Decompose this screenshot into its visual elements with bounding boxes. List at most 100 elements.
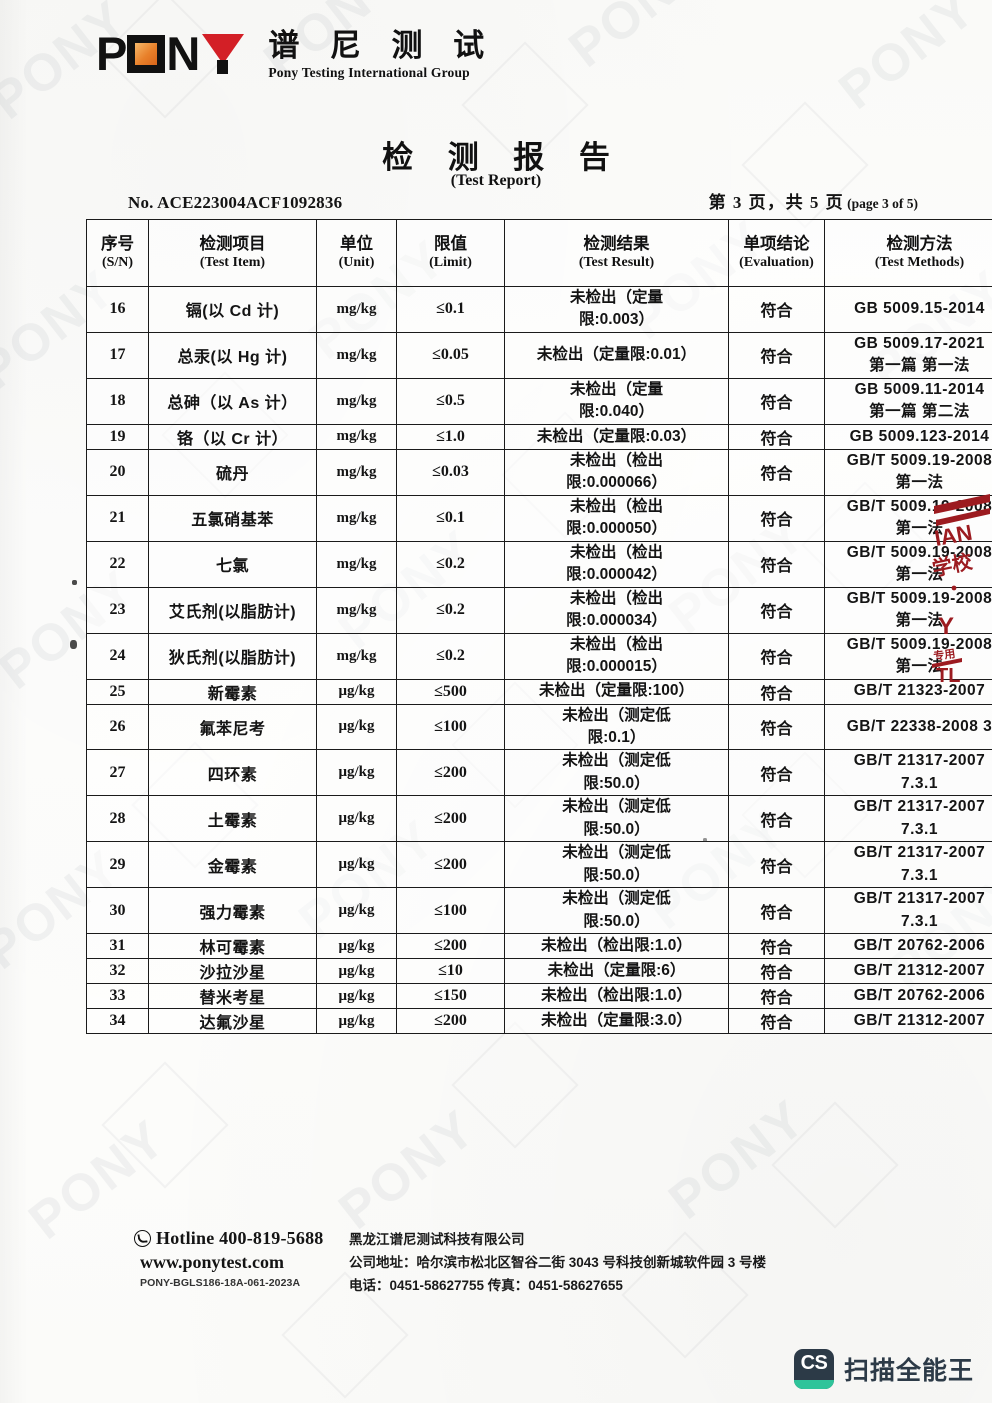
cell-sn: 28 xyxy=(86,795,149,843)
cell-item: 新霉素 xyxy=(148,678,317,705)
hotline-text: Hotline 400-819-5688 xyxy=(156,1228,324,1248)
column-header-result-cn: 检测结果 xyxy=(583,234,650,253)
cell-limit: ≤10 xyxy=(396,958,505,985)
cell-evaluation: 符合 xyxy=(728,933,825,960)
report-number: No. ACE223004ACF1092836 xyxy=(128,193,343,212)
cell-result: 未检出（测定低 限:50.0） xyxy=(504,749,729,797)
cell-item: 替米考星 xyxy=(148,983,317,1010)
cell-method-line1: GB/T 20762-2006 xyxy=(853,986,986,1004)
cell-method-line1: GB/T 21312-2007 xyxy=(853,1011,986,1029)
cell-unit: μg/kg xyxy=(316,887,397,935)
cell-result: 未检出（测定低 限:50.0） xyxy=(504,795,729,843)
cell-evaluation: 符合 xyxy=(728,703,825,751)
cell-method: GB/T 21317-2007 7.3.1 xyxy=(824,795,992,843)
cell-item: 总砷（以 As 计） xyxy=(148,377,317,425)
cell-result-line1: 未检出（测定低 xyxy=(562,798,671,816)
cell-result: 未检出（测定低 限:0.1） xyxy=(504,703,729,751)
cell-result-line2: 限:0.040） xyxy=(579,403,654,421)
table-header-row: 序号 (S/N) 检测项目 (Test Item) 单位 (Unit) 限值 (… xyxy=(86,219,992,287)
cell-evaluation: 符合 xyxy=(728,678,825,705)
column-header-unit: 单位 (Unit) xyxy=(316,219,397,287)
website-link[interactable]: www.ponytest.com xyxy=(140,1252,284,1272)
table-row: 32 沙拉沙星 μg/kg ≤10 未检出（定量限:6） 符合 GB/T 21312-200… xyxy=(86,958,992,985)
table-row: 16 镉(以 Cd 计) mg/kg ≤0.1 未检出（定量 限:0.003） 符合 GB 5… xyxy=(86,286,992,333)
cell-sn: 29 xyxy=(86,841,149,889)
cell-result: 未检出（检出 限:0.000066） xyxy=(504,448,729,496)
cell-method: GB/T 5009.19-2008 第一法 xyxy=(824,632,992,680)
document-code: PONY-BGLS186-18A-061-2023A xyxy=(140,1277,301,1289)
cell-limit: ≤150 xyxy=(396,983,505,1010)
cell-result: 未检出（定量限:0.03） xyxy=(504,423,729,450)
cell-result-line1: 未检出（检出限:1.0） xyxy=(541,986,692,1004)
cell-item: 总汞(以 Hg 计) xyxy=(148,331,317,379)
cell-result-line1: 未检出（检出 xyxy=(569,589,663,607)
column-header-method-en: (Test Methods) xyxy=(874,255,965,271)
page-indicator: 第 3 页，共 5 页 (page 3 of 5) xyxy=(709,188,918,213)
cell-method-line2: 7.3.1 xyxy=(901,866,938,884)
cell-result-line1: 未检出（定量 xyxy=(569,289,663,306)
pony-logo-square-icon xyxy=(127,34,166,73)
cell-item: 氟苯尼考 xyxy=(148,703,317,751)
scan-artifact xyxy=(703,838,707,842)
pony-wordmark-icon: P N xyxy=(96,30,246,77)
cell-method-line2: 7.3.1 xyxy=(901,774,938,792)
cell-sn: 23 xyxy=(86,586,149,634)
cell-result-line1: 未检出（测定低 xyxy=(562,890,671,908)
table-row: 17 总汞(以 Hg 计) mg/kg ≤0.05 未检出（定量限:0.01） 符合 GB … xyxy=(86,331,992,379)
cell-result-line1: 未检出（测定低 xyxy=(562,752,671,770)
column-header-result-en: (Test Result) xyxy=(578,255,655,271)
column-header-unit-cn: 单位 xyxy=(340,234,373,253)
cell-item: 五氯硝基苯 xyxy=(148,494,317,542)
cell-item: 硫丹 xyxy=(148,448,317,496)
cell-method: GB/T 21323-2007 xyxy=(824,678,992,705)
table-row: 23 艾氏剂(以脂肪计) mg/kg ≤0.2 未检出（检出 限:0.000034） 符合 G… xyxy=(86,586,992,634)
cell-result-line1: 未检出（定量限:0.03） xyxy=(536,427,697,445)
cell-method: GB/T 21317-2007 7.3.1 xyxy=(824,749,992,797)
column-header-item: 检测项目 (Test Item) xyxy=(148,219,317,287)
cell-result-line1: 未检出（定量 xyxy=(569,380,663,398)
phone-icon xyxy=(134,1230,151,1247)
cell-unit: μg/kg xyxy=(316,749,397,797)
cell-unit: mg/kg xyxy=(316,423,397,450)
camscanner-label: 扫描全能王 xyxy=(843,1357,974,1385)
report-meta: No. ACE223004ACF1092836 第 3 页，共 5 页 (page… xyxy=(128,188,918,213)
cell-unit: μg/kg xyxy=(316,1008,397,1035)
cell-method-line1: GB 5009.123-2014 xyxy=(849,427,990,445)
cell-limit: ≤200 xyxy=(396,795,505,843)
cell-evaluation: 符合 xyxy=(728,983,825,1010)
cell-item: 狄氏剂(以脂肪计) xyxy=(148,632,317,680)
cell-limit: ≤200 xyxy=(396,749,505,797)
camscanner-icon: CS xyxy=(793,1349,834,1389)
cell-method-line2: 第一法 xyxy=(895,520,944,538)
cell-item: 土霉素 xyxy=(148,795,317,843)
cell-unit: mg/kg xyxy=(316,494,397,542)
hotline-line: Hotline 400-819-5688 xyxy=(134,1228,324,1249)
cell-item: 七氯 xyxy=(148,540,317,588)
column-header-sn: 序号 (S/N) xyxy=(86,219,149,287)
cell-result: 未检出（检出 限:0.000050） xyxy=(504,494,729,542)
cell-sn: 20 xyxy=(86,448,149,496)
cell-unit: μg/kg xyxy=(316,795,397,843)
column-header-sn-cn: 序号 xyxy=(101,234,134,253)
cell-result: 未检出（测定低 限:50.0） xyxy=(504,887,729,935)
cell-evaluation: 符合 xyxy=(728,494,825,542)
cell-item: 林可霉素 xyxy=(148,933,317,960)
column-header-limit-cn: 限值 xyxy=(434,234,467,253)
cell-result: 未检出（检出 限:0.000015） xyxy=(504,632,729,680)
cell-limit: ≤0.2 xyxy=(396,540,505,588)
cell-unit: mg/kg xyxy=(316,331,397,379)
cell-method-line2: 7.3.1 xyxy=(901,912,938,930)
cell-sn: 24 xyxy=(86,632,149,680)
cell-method-line1: GB/T 20762-2006 xyxy=(853,936,986,954)
cell-result-line1: 未检出（检出 xyxy=(569,543,663,561)
cell-method-line1: GB/T 21317-2007 xyxy=(853,798,986,816)
cell-evaluation: 符合 xyxy=(728,887,825,935)
column-header-result: 检测结果 (Test Result) xyxy=(504,219,729,287)
cell-sn: 19 xyxy=(86,423,149,450)
table-row: 34 达氟沙星 μg/kg ≤200 未检出（定量限:3.0） 符合 GB/T 21312-… xyxy=(86,1008,992,1035)
cell-sn: 34 xyxy=(86,1008,149,1035)
column-header-item-cn: 检测项目 xyxy=(199,234,266,253)
cell-method: GB/T 5009.19-2008 第一法 xyxy=(824,540,992,588)
cell-sn: 30 xyxy=(86,887,149,935)
cell-sn: 16 xyxy=(86,286,149,333)
